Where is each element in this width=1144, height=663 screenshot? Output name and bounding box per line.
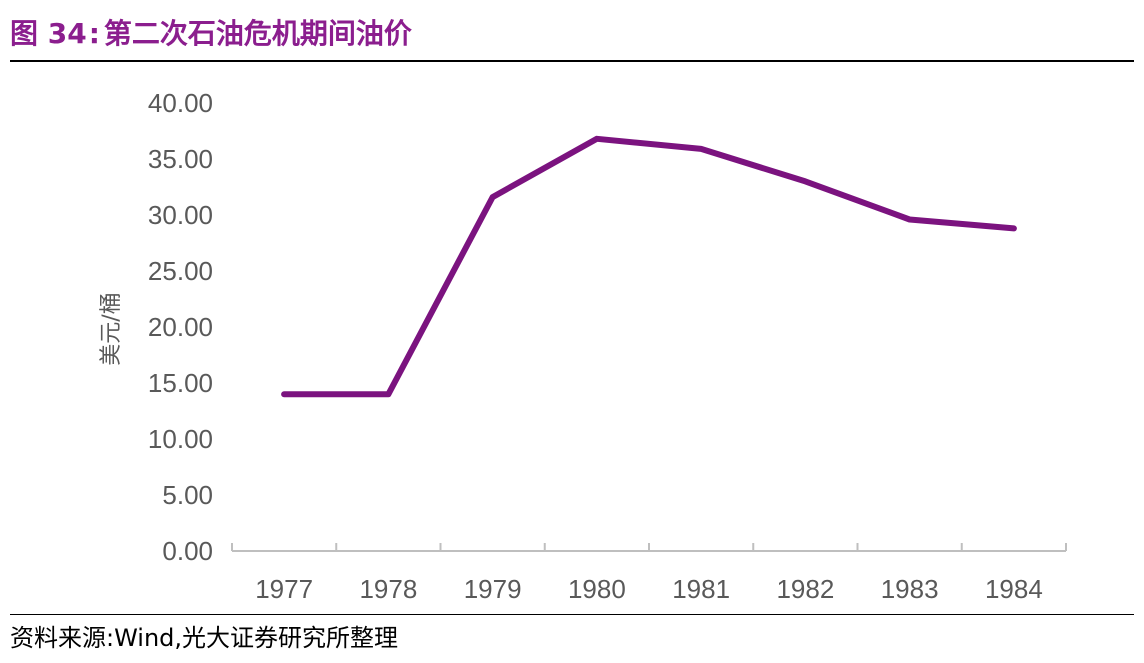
x-tick-label: 1982 <box>776 574 834 604</box>
y-tick-label: 5.00 <box>162 480 213 510</box>
x-tick-label: 1979 <box>464 574 522 604</box>
x-tick-label: 1981 <box>672 574 730 604</box>
y-tick-label: 35.00 <box>148 144 213 174</box>
y-tick-label: 40.00 <box>148 88 213 118</box>
y-tick-label: 20.00 <box>148 312 213 342</box>
x-tick-label: 1980 <box>568 574 626 604</box>
top-rule <box>10 60 1134 62</box>
y-tick-label: 0.00 <box>162 536 213 566</box>
figure-title-text: 第二次石油危机期间油价 <box>103 17 412 50</box>
figure-title: 图 34: 第二次石油危机期间油价 <box>10 14 412 54</box>
x-tick-label: 1983 <box>881 574 939 604</box>
x-tick-label: 1978 <box>359 574 417 604</box>
figure-number: 图 34 <box>10 17 87 50</box>
y-tick-label: 10.00 <box>148 424 213 454</box>
bottom-rule <box>10 614 1134 615</box>
figure-separator: : <box>88 17 100 50</box>
y-axis-label: 美元/桶 <box>99 292 124 365</box>
y-tick-label: 25.00 <box>148 256 213 286</box>
y-tick-label: 30.00 <box>148 200 213 230</box>
source-note: 资料来源:Wind,光大证券研究所整理 <box>10 624 399 652</box>
oil-price-line <box>281 135 1017 398</box>
x-tick-label: 1984 <box>985 574 1043 604</box>
y-tick-label: 15.00 <box>148 368 213 398</box>
x-tick-label: 1977 <box>255 574 313 604</box>
